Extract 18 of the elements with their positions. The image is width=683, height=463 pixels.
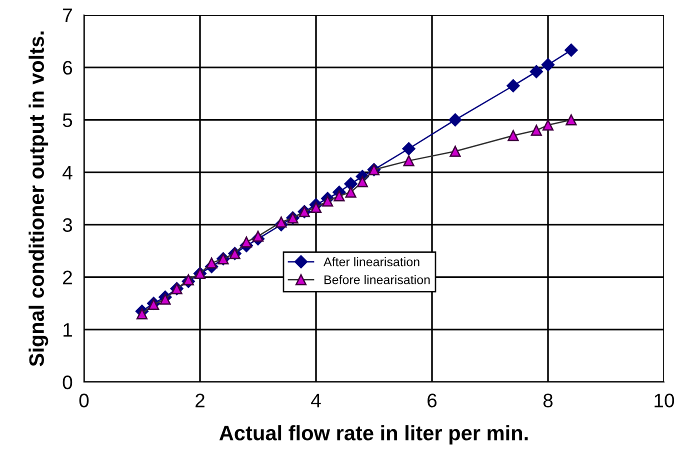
- x-tick-label: 2: [196, 394, 204, 408]
- x-tick-label: 4: [311, 394, 321, 408]
- x-axis-title: Actual flow rate in liter per min.: [219, 425, 528, 445]
- y-tick-label: 7: [63, 8, 72, 22]
- legend-label: Before linearisation: [324, 275, 430, 284]
- x-tick-label: 6: [428, 394, 437, 408]
- y-tick-label: 1: [64, 323, 72, 337]
- y-tick-label: 6: [63, 60, 72, 75]
- legend-label: After linearisation: [324, 257, 420, 266]
- x-tick-label: 0: [79, 394, 89, 408]
- y-tick-label: 5: [62, 114, 72, 128]
- y-tick-label: 2: [63, 270, 72, 284]
- y-tick-label: 3: [62, 218, 72, 232]
- x-tick-label: 10: [654, 394, 674, 408]
- y-axis-title: Signal conditioner output in volts.: [28, 32, 48, 366]
- x-tick-label: 8: [543, 394, 553, 408]
- y-tick-label: 0: [62, 375, 72, 390]
- y-tick-label: 4: [62, 166, 72, 180]
